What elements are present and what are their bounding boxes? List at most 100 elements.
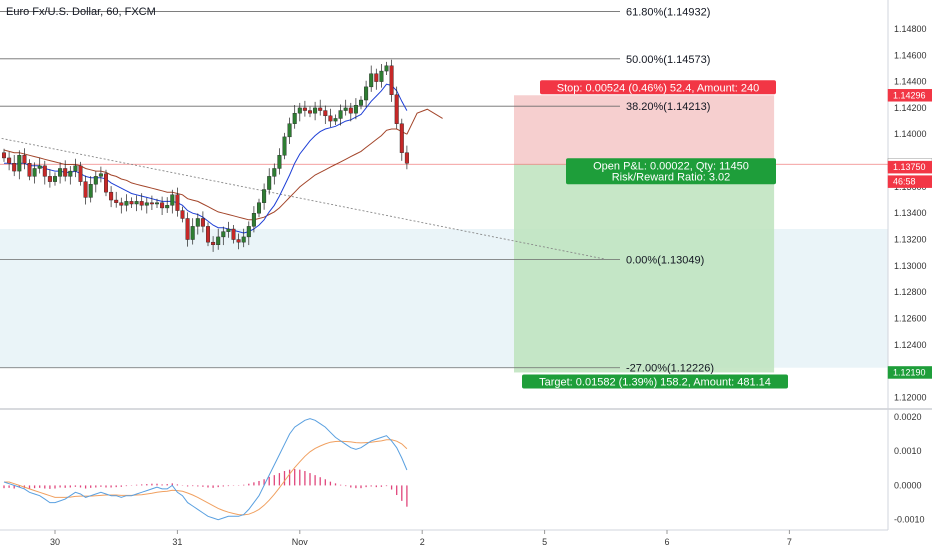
price-tick-label: 1.12600 (894, 314, 927, 324)
stop-label-bg (540, 80, 776, 95)
macd-tick-label: -0.0010 (894, 515, 925, 525)
macd-pane (3, 418, 408, 521)
macd-signal-line (4, 439, 408, 516)
candle-body (231, 228, 236, 240)
price-tick-label: 1.13200 (894, 235, 927, 245)
price-badge: 1.14296 (887, 89, 932, 102)
candle-body (93, 176, 98, 185)
candle-body (195, 218, 200, 227)
fib-lines: 61.80%(1.14932) 50.00%(1.14573) 38.20%(1.1… (0, 7, 714, 375)
time-axis[interactable]: 30 31 Nov 2 5 6 7 (50, 530, 792, 547)
candle-body (170, 194, 175, 206)
candle-body (149, 202, 154, 205)
time-tick-label: Nov (292, 537, 309, 547)
candle-body (129, 201, 134, 205)
candle-body (251, 213, 256, 227)
time-tick-label: 30 (50, 537, 60, 547)
candle-body (7, 157, 12, 164)
target-zone (514, 164, 775, 373)
pnl-label-bg (566, 158, 776, 185)
candle-body (154, 202, 159, 205)
candle-body (109, 191, 114, 201)
candle-body (282, 136, 287, 156)
stop-label: Stop: 0.00524 (0.46%) 52.4, Amount: 240 (540, 80, 776, 95)
price-tick-label: 1.12400 (894, 340, 927, 350)
candle-body (226, 228, 231, 232)
candle-body (185, 218, 190, 240)
candle-body (160, 202, 165, 209)
candle-body (257, 202, 262, 214)
candle-body (42, 165, 47, 177)
candle-body (272, 168, 277, 177)
target-label-text: Target: 0.01582 (1.39%) 158.2, Amount: 4… (539, 376, 771, 388)
fib-level-label: -27.00%(1.12226) (626, 363, 714, 375)
candle-body (144, 202, 149, 206)
ema-projection (406, 108, 443, 135)
fib-level-label: 61.80%(1.14932) (626, 7, 710, 19)
candle-body (12, 162, 17, 172)
price-badge-text: 1.14296 (893, 90, 926, 100)
candle-body (58, 168, 63, 177)
price-badge-text: 1.13750 (893, 162, 926, 172)
candle-body (313, 107, 318, 114)
candle-body (114, 199, 119, 203)
candle-body (389, 65, 394, 95)
candle-body (364, 86, 369, 101)
time-tick-label: 5 (542, 537, 547, 547)
candle-body (374, 73, 379, 82)
candle-body (343, 107, 348, 111)
candle-body (124, 201, 129, 206)
candles[interactable] (2, 59, 409, 252)
time-tick-label: 2 (420, 537, 425, 547)
candle-body (175, 194, 180, 211)
candle-body (359, 99, 364, 106)
pnl-label-line1: Open P&L: 0.00022, Qty: 11450 (593, 160, 749, 172)
candle-body (353, 105, 358, 114)
price-tick-label: 1.14400 (894, 77, 927, 87)
candle-body (221, 231, 226, 238)
candle-body (308, 110, 313, 114)
pnl-label: Open P&L: 0.00022, Qty: 11450Risk/Reward… (566, 158, 776, 185)
candle-body (348, 107, 353, 114)
candle-body (318, 107, 323, 111)
candle-body (302, 107, 307, 111)
candle-body (404, 152, 409, 164)
candle-body (2, 152, 6, 159)
candle-body (78, 165, 83, 182)
price-badge: 46:58 (887, 175, 932, 188)
candle-body (216, 236, 221, 246)
candle-body (277, 155, 282, 169)
candle-body (32, 168, 37, 177)
time-tick-label: 31 (172, 537, 182, 547)
candle-body (323, 110, 328, 117)
price-badge-text: 46:58 (893, 177, 916, 187)
macd-line (3, 418, 408, 521)
candle-body (119, 202, 124, 206)
macd-tick-label: 0.0020 (894, 412, 922, 422)
candle-body (333, 118, 338, 122)
candle-body (211, 241, 216, 245)
candle-body (241, 236, 246, 243)
candle-body (297, 107, 302, 114)
time-tick-label: 7 (787, 537, 792, 547)
price-badge-text: 1.12190 (893, 367, 926, 377)
candle-body (267, 176, 272, 190)
candle-body (165, 205, 170, 209)
price-tick-label: 1.14200 (894, 103, 927, 113)
rr-label-line2: Risk/Reward Ratio: 3.02 (612, 171, 731, 183)
candle-body (246, 226, 251, 238)
price-tick-label: 1.13400 (894, 208, 927, 218)
price-axis[interactable]: 1.120001.122001.124001.126001.128001.130… (887, 24, 932, 525)
price-tick-label: 1.14800 (894, 24, 927, 34)
fib-level-label: 0.00%(1.13049) (626, 254, 704, 266)
price-badge-bg (887, 175, 932, 188)
price-tick-label: 1.14600 (894, 50, 927, 60)
candle-body (262, 189, 267, 203)
price-tick-label: 1.14000 (894, 129, 927, 139)
target-label-bg (522, 374, 788, 389)
target-label: Target: 0.01582 (1.39%) 158.2, Amount: 4… (522, 374, 788, 389)
price-badge: 1.12190 (887, 366, 932, 379)
price-tick-label: 1.12800 (894, 287, 927, 297)
